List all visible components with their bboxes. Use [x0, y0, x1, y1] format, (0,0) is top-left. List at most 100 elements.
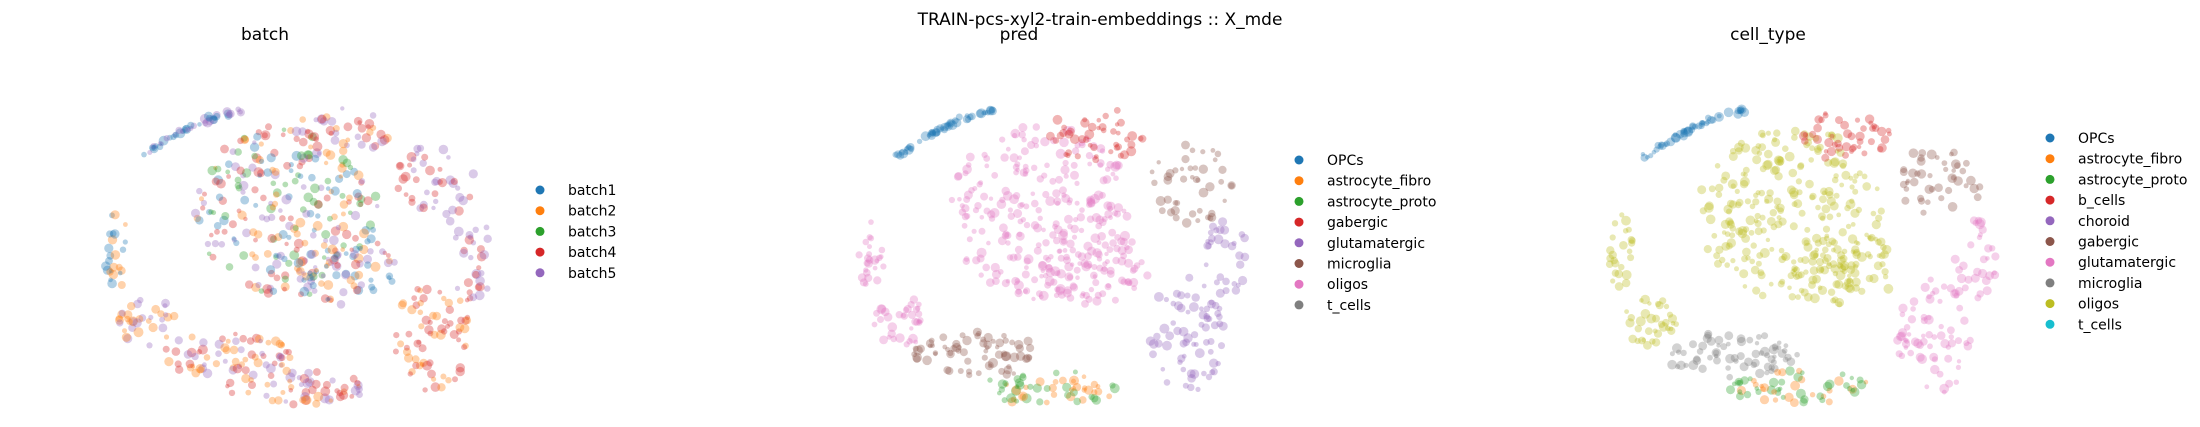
scatter-point: [1627, 314, 1636, 322]
scatter-point: [1765, 237, 1771, 243]
scatter-point: [270, 380, 278, 388]
scatter-point: [1802, 132, 1808, 138]
scatter-point: [1083, 241, 1093, 251]
scatter-point: [1021, 270, 1030, 279]
scatter-point: [459, 248, 469, 258]
scatter-point: [1931, 334, 1938, 340]
scatter-point: [1745, 255, 1751, 261]
scatter-point: [312, 148, 322, 159]
scatter-point: [1853, 173, 1859, 179]
scatter-point: [319, 393, 330, 404]
scatter-point: [1634, 325, 1643, 333]
scatter-point: [1882, 244, 1892, 255]
scatter-point: [318, 271, 326, 279]
scatter-point: [272, 188, 282, 198]
scatter-point: [246, 337, 255, 345]
scatter-point: [458, 195, 468, 206]
scatter-point: [1189, 302, 1199, 312]
scatter-point: [271, 360, 278, 367]
scatter-point: [1778, 217, 1787, 226]
scatter-point: [1785, 366, 1795, 376]
scatter-point: [445, 323, 450, 329]
scatter-point: [1180, 175, 1188, 183]
scatter-point: [195, 216, 204, 225]
scatter-point: [1205, 242, 1212, 250]
scatter-point: [1960, 316, 1969, 325]
legend-marker: [535, 268, 545, 278]
scatter-point: [1074, 153, 1081, 160]
scatter-point: [1903, 186, 1910, 192]
scatter-point: [1915, 352, 1925, 362]
scatter-point: [1833, 192, 1840, 199]
scatter-point: [214, 165, 222, 173]
scatter-point: [1951, 289, 1959, 297]
legend-label: glutamatergic: [2078, 255, 2176, 271]
scatter-point: [1001, 397, 1008, 404]
scatter-point: [1102, 112, 1109, 120]
scatter-point: [1680, 127, 1688, 135]
scatter-point: [441, 318, 448, 325]
scatter-point: [1037, 215, 1043, 221]
scatter-point: [1779, 278, 1786, 285]
scatter-point: [304, 368, 313, 378]
scatter-point: [916, 138, 923, 145]
scatter-point: [1052, 137, 1060, 144]
scatter-point: [1733, 358, 1739, 364]
scatter-point: [1080, 291, 1086, 297]
scatter-point: [1771, 137, 1781, 147]
scatter-point: [251, 152, 258, 160]
scatter-point: [1652, 314, 1660, 323]
scatter-point: [1113, 144, 1121, 151]
scatter-point: [1963, 159, 1970, 167]
scatter-point: [1885, 127, 1892, 134]
scatter-point: [1950, 288, 1960, 299]
scatter-point: [1018, 391, 1028, 402]
scatter-point: [1165, 331, 1175, 341]
scatter-point: [1155, 196, 1166, 206]
scatter-point: [1675, 129, 1685, 139]
legend: OPCsastrocyte_fibroastrocyte_protob_cell…: [2045, 131, 2187, 333]
scatter-point: [1170, 320, 1176, 326]
scatter-point: [901, 312, 907, 319]
scatter-point: [311, 154, 320, 163]
scatter-point: [952, 342, 962, 353]
scatter-point: [1845, 223, 1852, 230]
legend-marker: [2045, 216, 2055, 226]
scatter-point: [186, 347, 197, 358]
scatter-point: [881, 307, 890, 317]
scatter-point: [320, 386, 331, 397]
scatter-point: [162, 312, 169, 318]
scatter-point: [1095, 384, 1101, 389]
scatter-point: [479, 250, 489, 260]
scatter-point: [1238, 231, 1246, 238]
scatter-point: [1750, 242, 1757, 249]
scatter-point: [281, 255, 288, 263]
scatter-point: [976, 247, 987, 258]
scatter-point: [972, 207, 980, 214]
scatter-point: [408, 194, 416, 202]
legend-label: astrocyte_fibro: [2078, 152, 2182, 168]
scatter-point: [1731, 381, 1737, 387]
scatter-point: [300, 184, 307, 190]
scatter-point: [1052, 114, 1063, 125]
scatter-point: [1789, 187, 1799, 198]
scatter-point: [349, 394, 355, 399]
scatter-point: [1706, 336, 1716, 346]
scatter-point: [968, 187, 975, 194]
scatter-point: [1624, 309, 1629, 314]
scatter-point: [1713, 356, 1721, 365]
scatter-point: [220, 343, 230, 353]
scatter-point: [1682, 128, 1687, 133]
scatter-point: [898, 148, 909, 159]
scatter-point: [149, 144, 156, 151]
scatter-point: [159, 141, 164, 147]
scatter-point: [1058, 230, 1068, 241]
scatter-point: [1862, 182, 1871, 191]
scatter-point: [1843, 129, 1853, 139]
scatter-point: [1036, 290, 1043, 297]
scatter-point: [990, 338, 996, 344]
scatter-point: [209, 115, 219, 125]
scatter-point: [225, 160, 233, 168]
scatter-point: [354, 379, 361, 387]
